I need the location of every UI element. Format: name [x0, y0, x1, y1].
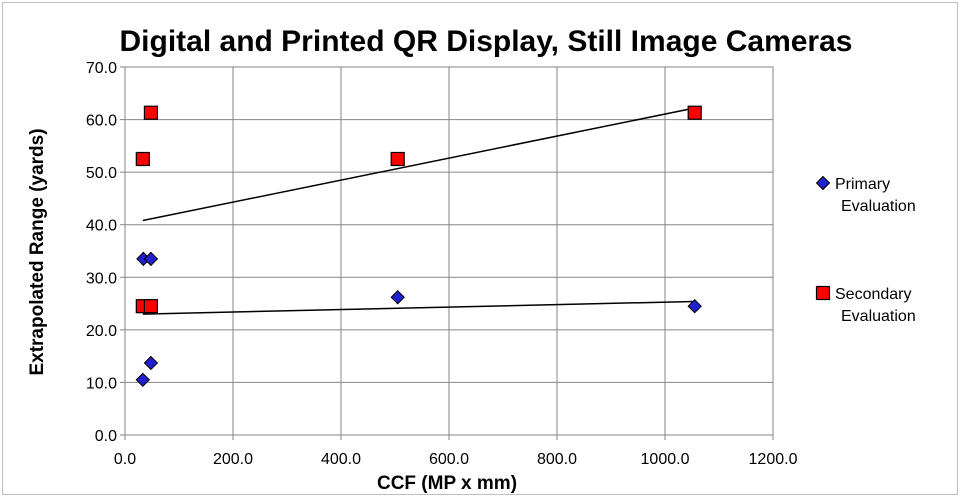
- y-tick-label: 50.0: [86, 165, 117, 182]
- x-tick-label: 400.0: [321, 451, 361, 468]
- y-axis-title: Extrapolated Range (yards): [27, 128, 48, 375]
- primary-legend-label: Primary: [835, 176, 890, 193]
- y-tick-label: 0.0: [95, 428, 117, 445]
- y-tick-label: 60.0: [86, 113, 117, 130]
- chart-title: Digital and Printed QR Display, Still Im…: [120, 25, 853, 58]
- y-tick-label: 40.0: [86, 218, 117, 235]
- x-tick-label: 200.0: [213, 451, 253, 468]
- x-tick-label: 0.0: [114, 451, 136, 468]
- primary-trendline: [142, 300, 695, 315]
- x-tick-label: 1200.0: [749, 451, 798, 468]
- primary-legend-label: Evaluation: [841, 198, 916, 215]
- secondary-trendline: [142, 107, 695, 222]
- secondary-data-point: [687, 105, 702, 120]
- secondary-data-point: [143, 105, 159, 120]
- scatter-chart: Digital and Printed QR Display, Still Im…: [27, 25, 916, 494]
- secondary-data-point: [143, 299, 159, 314]
- x-axis-title: CCF (MP x mm): [377, 473, 517, 494]
- y-tick-label: 70.0: [86, 60, 117, 77]
- primary-data-point: [687, 298, 702, 314]
- trendlines: [142, 107, 695, 315]
- primary-data-point: [143, 355, 159, 371]
- data-points: [135, 105, 702, 388]
- x-tick-label: 1000.0: [641, 451, 690, 468]
- secondary-data-point: [135, 151, 150, 167]
- legend: Primary Evaluation Secondary Evaluation: [815, 175, 916, 325]
- y-tick-label: 10.0: [86, 375, 117, 392]
- primary-data-point: [135, 372, 151, 388]
- secondary-legend-label: Evaluation: [841, 308, 916, 325]
- tick-labels: 0.0 10.0 20.0 30.0 40.0 50.0 60.0 70.0 0.0 200.0 4…: [86, 60, 798, 468]
- x-tick-label: 600.0: [429, 451, 469, 468]
- gridlines: [120, 66, 774, 440]
- secondary-legend-label: Secondary: [835, 286, 912, 303]
- primary-data-point: [143, 251, 159, 267]
- secondary-legend-marker: [815, 285, 831, 301]
- secondary-data-point: [390, 151, 405, 167]
- y-tick-label: 30.0: [86, 270, 117, 287]
- y-tick-label: 20.0: [86, 323, 117, 340]
- x-tick-label: 800.0: [537, 451, 577, 468]
- primary-data-point: [390, 290, 405, 305]
- primary-legend-marker: [815, 175, 831, 191]
